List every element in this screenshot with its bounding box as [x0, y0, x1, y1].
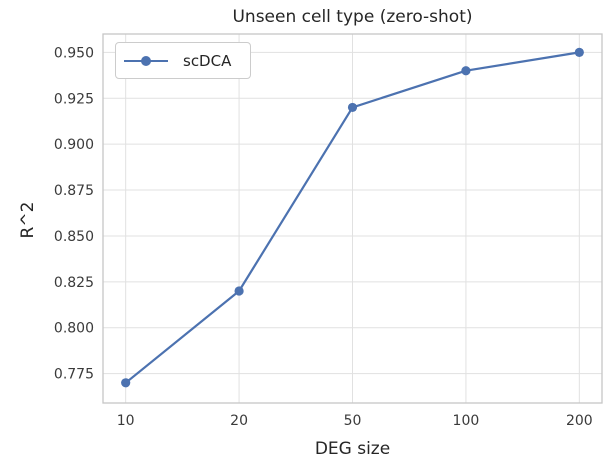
legend-line-marker-icon [124, 55, 168, 66]
y-tick-label: 0.925 [54, 91, 94, 107]
data-point [461, 66, 471, 76]
data-point [121, 378, 131, 388]
y-tick-label: 0.875 [54, 183, 94, 199]
data-point [574, 47, 584, 57]
x-tick-label: 100 [453, 413, 480, 429]
legend: scDCA [115, 42, 251, 79]
x-tick-label: 200 [566, 413, 593, 429]
y-tick-label: 0.900 [54, 137, 94, 153]
x-tick-label: 20 [230, 413, 248, 429]
legend-label: scDCA [183, 51, 232, 70]
chart-title: Unseen cell type (zero-shot) [232, 7, 473, 27]
x-tick-label: 50 [344, 413, 362, 429]
y-tick-label: 0.950 [54, 45, 94, 61]
data-point [234, 286, 244, 296]
y-axis-label: R^2 [18, 201, 38, 239]
data-point [347, 102, 358, 113]
y-tick-label: 0.825 [54, 275, 94, 291]
y-tick-label: 0.850 [54, 229, 94, 245]
plot-border [102, 33, 603, 404]
x-tick-label: 10 [117, 413, 135, 429]
y-tick-label: 0.800 [54, 321, 94, 337]
x-axis-label: DEG size [314, 439, 391, 459]
y-tick-label: 0.775 [54, 367, 94, 383]
